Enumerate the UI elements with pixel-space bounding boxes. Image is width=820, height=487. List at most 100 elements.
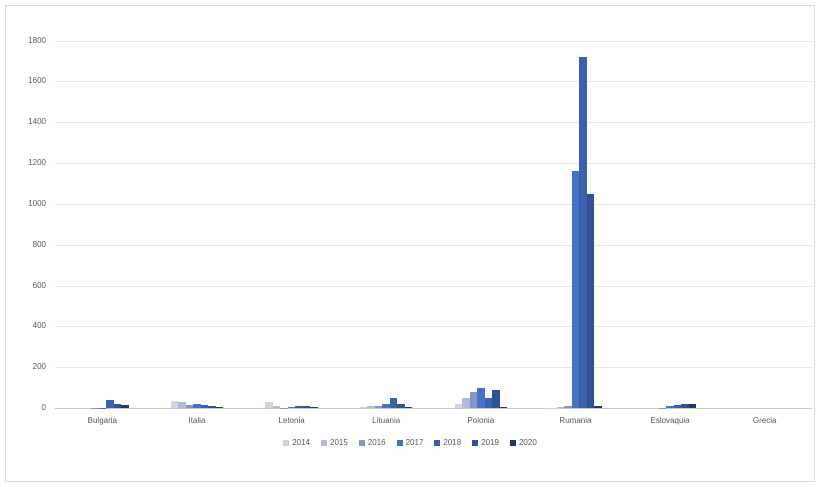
legend-swatch-icon	[396, 440, 403, 446]
y-axis-label: 1400	[28, 117, 46, 127]
legend-item: 2016	[358, 438, 386, 447]
legend-item: 2017	[396, 438, 424, 447]
y-axis-label: 600	[32, 280, 46, 290]
bar-group	[150, 41, 245, 408]
bar	[295, 405, 303, 408]
y-axis-label: 1200	[28, 158, 46, 167]
legend-label: 2015	[330, 438, 348, 447]
legend-label: 2016	[367, 438, 386, 447]
bar	[374, 405, 383, 408]
bar	[454, 403, 463, 408]
bar	[492, 389, 500, 408]
legend-label: 2014	[292, 438, 310, 447]
bar-group	[528, 41, 623, 408]
grid-line	[55, 163, 812, 164]
bar-group	[244, 41, 339, 408]
bar	[666, 405, 674, 408]
category-label: Letonia	[278, 416, 305, 425]
grid-line	[55, 285, 812, 287]
bar	[272, 406, 281, 408]
category-label: Lituania	[372, 416, 401, 425]
bar-group	[623, 41, 718, 408]
bar-group	[434, 41, 529, 408]
category-label: Bulgaria	[87, 416, 117, 425]
grid-line	[55, 244, 812, 246]
y-axis-label: 800	[32, 239, 46, 249]
legend-item: 2018	[434, 439, 461, 447]
legend-item: 2020	[509, 438, 537, 447]
category-label: Polonia	[467, 416, 495, 425]
legend-item: 2019	[472, 439, 499, 447]
category-label: Eslovaquia	[650, 416, 690, 425]
x-axis-line	[55, 408, 812, 409]
bar	[113, 404, 122, 408]
bar	[586, 193, 595, 408]
bar	[469, 391, 478, 408]
bar	[302, 405, 311, 408]
bar	[564, 406, 572, 408]
bar	[579, 56, 587, 408]
y-axis-label: 1600	[28, 76, 46, 86]
bar	[287, 407, 296, 408]
bar-group	[339, 41, 434, 408]
legend-swatch-icon	[321, 440, 327, 446]
legend-swatch-icon	[472, 440, 479, 446]
legend-label: 2017	[405, 438, 424, 447]
bar	[185, 404, 194, 408]
bar	[462, 397, 470, 408]
bar	[594, 405, 602, 408]
bar	[556, 407, 565, 408]
y-axis-label: 400	[32, 321, 46, 331]
legend-label: 2019	[481, 438, 499, 447]
legend-label: 2020	[518, 438, 537, 447]
legend-swatch-icon	[283, 440, 290, 446]
bar	[106, 399, 114, 408]
bar	[310, 407, 318, 408]
bar	[193, 404, 201, 408]
y-axis-label: 1800	[28, 35, 46, 45]
bar	[673, 405, 682, 408]
bar	[499, 406, 508, 408]
grid-line	[55, 367, 812, 369]
bar	[178, 401, 186, 408]
bar	[477, 387, 485, 408]
bar	[681, 403, 689, 408]
y-axis-label: 0	[41, 403, 46, 412]
chart-frame	[5, 5, 815, 482]
category-label: Grecia	[752, 416, 777, 425]
bar	[382, 404, 390, 408]
grid-line	[55, 40, 812, 42]
grid-line	[55, 81, 812, 83]
legend-swatch-icon	[434, 440, 441, 446]
bar	[359, 407, 368, 408]
bar	[484, 397, 493, 408]
legend-swatch-icon	[509, 440, 516, 446]
legend-item: 2014	[283, 439, 310, 447]
legend-item: 2015	[321, 439, 348, 447]
legend-swatch-icon	[358, 440, 365, 446]
bar	[208, 405, 216, 408]
bar	[404, 406, 413, 408]
bar	[389, 398, 398, 408]
bar	[688, 403, 697, 408]
bar	[367, 406, 375, 408]
bar-group	[717, 41, 812, 409]
legend-label: 2018	[443, 438, 462, 447]
bar-group	[55, 41, 150, 408]
bar	[170, 400, 179, 408]
grid-line	[55, 326, 812, 328]
bar	[265, 402, 273, 408]
bar	[571, 171, 580, 408]
grid-line	[55, 203, 812, 205]
bar	[215, 406, 224, 408]
y-axis-label: 200	[32, 362, 46, 372]
bar	[397, 403, 405, 408]
grid-line	[55, 122, 812, 124]
bar	[200, 404, 209, 408]
category-label: Italia	[188, 416, 206, 425]
bar	[121, 404, 129, 408]
y-axis-label: 1000	[28, 198, 46, 208]
category-label: Rumania	[559, 416, 592, 425]
legend: 2014 2015 2016 2017 2018 2019 2020	[0, 439, 820, 447]
